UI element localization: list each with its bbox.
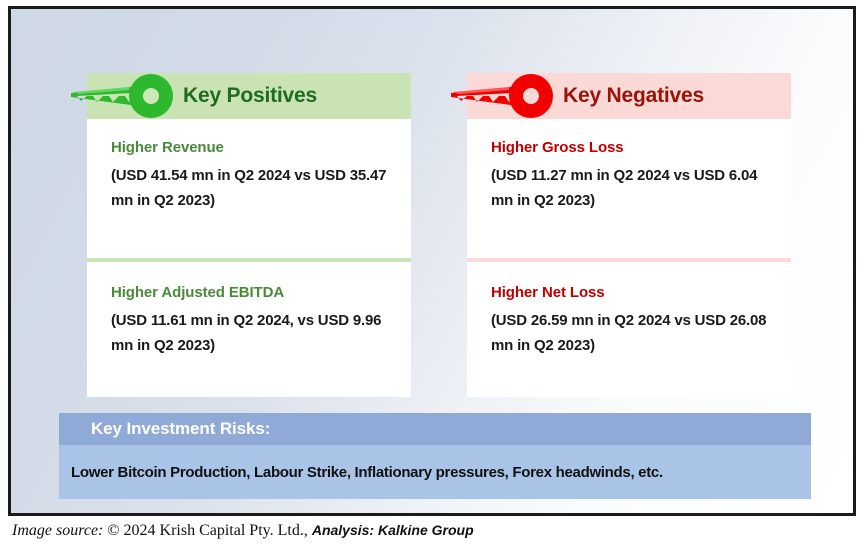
- risk-banner-text: Lower Bitcoin Production, Labour Strike,…: [71, 463, 663, 481]
- risk-banner-body: Lower Bitcoin Production, Labour Strike,…: [59, 445, 811, 499]
- fact-detail: (USD 11.61 mn in Q2 2024, vs USD 9.96 mn…: [111, 312, 382, 355]
- panel-body-key-negatives: Higher Gross Loss (USD 11.27 mn in Q2 20…: [467, 119, 791, 397]
- key-investment-risks-banner: Key Investment Risks: Lower Bitcoin Prod…: [59, 413, 811, 499]
- fact-block: Higher Gross Loss (USD 11.27 mn in Q2 20…: [467, 119, 791, 258]
- fact-divider: [87, 258, 411, 262]
- fact-block: Higher Revenue (USD 41.54 mn in Q2 2024 …: [87, 119, 411, 258]
- panel-key-negatives: Key Negatives Higher Gross Loss (USD 11.…: [451, 73, 791, 397]
- fact-block: Higher Net Loss (USD 26.59 mn in Q2 2024…: [467, 262, 791, 401]
- fact-divider: [467, 258, 791, 262]
- fact-title: Higher Net Loss: [491, 284, 605, 301]
- slide-frame: Key Positives Higher Revenue (USD 41.54 …: [8, 6, 856, 516]
- panel-title-key-positives: Key Positives: [183, 84, 317, 107]
- panel-body-key-positives: Higher Revenue (USD 41.54 mn in Q2 2024 …: [87, 119, 411, 397]
- fact-detail: (USD 11.27 mn in Q2 2024 vs USD 6.04 mn …: [491, 167, 758, 210]
- key-icon: [69, 74, 181, 118]
- footer-source-value: © 2024 Krish Capital Pty. Ltd.,: [107, 522, 308, 539]
- panel-header-key-positives: Key Positives: [71, 73, 411, 119]
- key-icon: [449, 74, 561, 118]
- fact-detail: (USD 41.54 mn in Q2 2024 vs USD 35.47 mn…: [111, 167, 387, 210]
- fact-detail: (USD 26.59 mn in Q2 2024 vs USD 26.08 mn…: [491, 312, 767, 355]
- panel-header-key-negatives: Key Negatives: [451, 73, 791, 119]
- risk-banner-heading: Key Investment Risks:: [91, 419, 271, 438]
- fact-block: Higher Adjusted EBITDA (USD 11.61 mn in …: [87, 262, 411, 401]
- footer-analysis: Analysis: Kalkine Group: [311, 522, 474, 538]
- fact-title: Higher Adjusted EBITDA: [111, 284, 285, 301]
- panel-key-positives: Key Positives Higher Revenue (USD 41.54 …: [71, 73, 411, 397]
- fact-title: Higher Revenue: [111, 139, 224, 156]
- fact-title: Higher Gross Loss: [491, 139, 624, 156]
- footer-source-label: Image source:: [12, 522, 104, 539]
- footer-source-line: Image source: © 2024 Krish Capital Pty. …: [12, 522, 852, 540]
- panel-title-key-negatives: Key Negatives: [563, 84, 704, 107]
- risk-banner-header: Key Investment Risks:: [59, 413, 811, 445]
